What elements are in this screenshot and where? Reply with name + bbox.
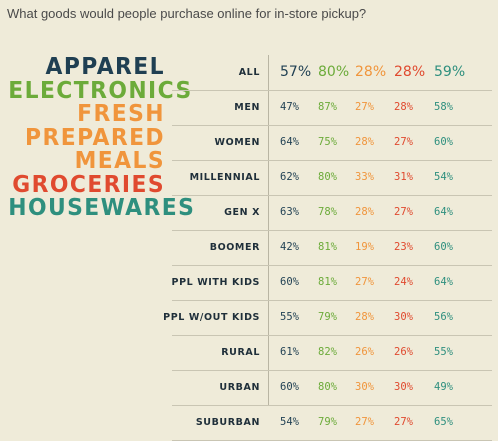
legend-item-housewares: HOUSEWARES — [8, 195, 196, 221]
value-cell: 24% — [394, 276, 413, 288]
table-row: RURAL 61% 82% 26% 26% 55% — [172, 335, 492, 371]
value-cell: 79% — [318, 311, 337, 323]
table-row: MILLENNIAL 62% 80% 33% 31% 54% — [172, 160, 492, 196]
row-label: GEN X — [224, 207, 260, 218]
row-label: WOMEN — [214, 137, 260, 148]
legend: APPAREL ELECTRONICS FRESH PREPARED MEALS… — [0, 54, 196, 221]
value-cell: 62% — [280, 171, 299, 183]
value-cell: 60% — [434, 136, 453, 148]
row-label: PPL W/OUT KIDS — [163, 312, 260, 323]
table-row: SUBURBAN 54% 79% 27% 27% 65% — [172, 405, 492, 441]
value-cell: 64% — [280, 136, 299, 148]
value-cell: 28% — [394, 64, 426, 80]
value-cell: 28% — [355, 64, 387, 80]
value-cell: 81% — [318, 241, 337, 253]
value-cell: 81% — [318, 276, 337, 288]
value-cell: 55% — [280, 311, 299, 323]
value-cell: 82% — [318, 346, 337, 358]
legend-item-apparel: APPAREL — [45, 54, 165, 80]
value-cell: 31% — [394, 171, 413, 183]
value-cell: 28% — [355, 311, 374, 323]
value-cell: 27% — [394, 206, 413, 218]
value-cell: 65% — [434, 416, 453, 428]
legend-item-electronics: ELECTRONICS — [8, 77, 193, 104]
table-row: PPL W/OUT KIDS 55% 79% 28% 30% 56% — [163, 300, 492, 336]
table-row: ALL 57% 80% 28% 28% 59% — [172, 55, 492, 91]
row-label: URBAN — [219, 382, 260, 393]
value-cell: 28% — [355, 136, 374, 148]
value-cell: 79% — [318, 416, 337, 428]
value-cell: 60% — [280, 276, 299, 288]
table-row: URBAN 60% 80% 30% 30% 49% — [172, 370, 492, 406]
row-label: SUBURBAN — [195, 417, 260, 428]
value-cell: 61% — [280, 346, 299, 358]
chart-title: What goods would people purchase online … — [7, 6, 367, 21]
value-cell: 55% — [434, 346, 453, 358]
row-label: PPL WITH KIDS — [171, 277, 260, 288]
value-cell: 80% — [318, 171, 337, 183]
value-cell: 23% — [394, 241, 413, 253]
value-cell: 54% — [280, 416, 299, 428]
value-cell: 80% — [318, 64, 350, 80]
value-cell: 60% — [280, 381, 299, 393]
row-label: RURAL — [221, 347, 260, 358]
value-cell: 28% — [394, 101, 413, 113]
table-row: GEN X 63% 78% 28% 27% 64% — [172, 195, 492, 231]
value-cell: 27% — [355, 276, 374, 288]
value-cell: 87% — [318, 101, 337, 113]
value-cell: 57% — [280, 64, 312, 80]
value-cell: 64% — [434, 206, 453, 218]
table-row: BOOMER 42% 81% 19% 23% 60% — [172, 230, 492, 266]
table-row: WOMEN 64% 75% 28% 27% 60% — [172, 125, 492, 161]
value-cell: 80% — [318, 381, 337, 393]
table-row: MEN 47% 87% 27% 28% 58% — [172, 90, 492, 126]
value-cell: 59% — [434, 64, 466, 80]
row-label: ALL — [238, 67, 260, 78]
legend-item-meals: MEALS — [74, 148, 165, 174]
value-cell: 54% — [434, 171, 453, 183]
value-cell: 56% — [434, 311, 453, 323]
value-cell: 27% — [394, 416, 413, 428]
value-cell: 60% — [434, 241, 453, 253]
row-label: MEN — [234, 102, 260, 113]
legend-item-groceries: GROCERIES — [12, 171, 165, 198]
value-cell: 75% — [318, 136, 337, 148]
value-cell: 64% — [434, 276, 453, 288]
value-cell: 47% — [280, 101, 299, 113]
value-cell: 28% — [355, 206, 374, 218]
table-row: PPL WITH KIDS 60% 81% 27% 24% 64% — [172, 265, 492, 301]
value-cell: 42% — [280, 241, 299, 253]
value-cell: 26% — [355, 346, 374, 358]
value-cell: 27% — [355, 101, 374, 113]
value-cell: 49% — [434, 381, 453, 393]
value-cell: 33% — [355, 171, 374, 183]
value-cell: 19% — [355, 241, 374, 253]
value-cell: 27% — [394, 136, 413, 148]
value-cell: 58% — [434, 101, 453, 113]
row-label: BOOMER — [209, 242, 260, 253]
value-cell: 63% — [280, 206, 299, 218]
value-cell: 27% — [355, 416, 374, 428]
value-cell: 78% — [318, 206, 337, 218]
value-cell: 26% — [394, 346, 413, 358]
legend-item-fresh: FRESH — [77, 101, 165, 127]
legend-item-prepared: PREPARED — [25, 124, 165, 151]
value-cell: 30% — [394, 381, 413, 393]
value-cell: 30% — [355, 381, 374, 393]
value-cell: 30% — [394, 311, 413, 323]
row-label: MILLENNIAL — [189, 172, 260, 183]
